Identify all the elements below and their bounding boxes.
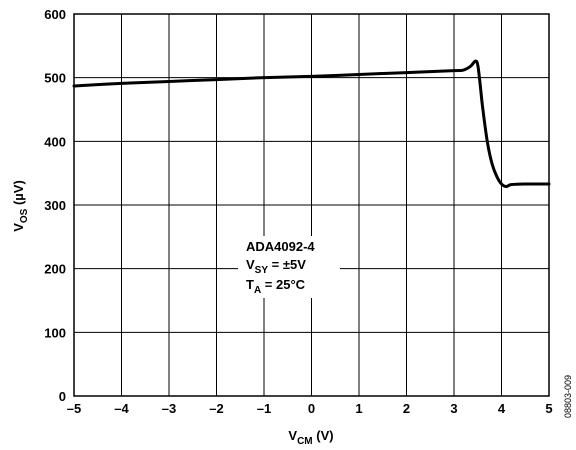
y-tick-label: 400 — [44, 134, 66, 149]
series-line — [72, 59, 551, 189]
y-tick-label: 0 — [59, 389, 66, 404]
plot-frame — [73, 13, 550, 397]
y-axis-label-sub: OS — [19, 208, 30, 223]
x-tick-label: 0 — [308, 401, 315, 416]
y-axis-label: VOS (µV) — [11, 180, 30, 232]
tick-labels: –5 –4 –3 –2 –1 0 1 2 3 4 5 0 100 200 300 400 500 600 — [44, 7, 552, 416]
x-tick-label: 3 — [450, 401, 457, 416]
x-tick-label: –5 — [67, 401, 81, 416]
x-tick-label: –3 — [162, 401, 176, 416]
x-tick-label: –1 — [257, 401, 271, 416]
x-tick-label: –4 — [114, 401, 129, 416]
x-tick-label: 1 — [355, 401, 362, 416]
x-tick-label: –2 — [209, 401, 223, 416]
figure-id: 08803-009 — [563, 375, 573, 418]
annotation-device: ADA4092-4 — [246, 239, 315, 254]
annotation-temperature-main: T — [246, 277, 254, 292]
annotation-temperature-sub: A — [254, 285, 261, 296]
annotation-supply-main: V — [246, 257, 255, 272]
annotation-supply-rest: = ±5V — [268, 257, 306, 272]
series-layer — [72, 59, 551, 189]
y-tick-label: 200 — [44, 262, 66, 277]
x-tick-label: 2 — [403, 401, 410, 416]
annotation-temperature: TA = 25°C — [246, 277, 306, 296]
x-axis-label-unit: (V) — [313, 428, 334, 443]
x-axis-label: VCM (V) — [288, 428, 333, 447]
y-tick-label: 100 — [44, 325, 66, 340]
annotation-supply: VSY = ±5V — [246, 257, 306, 276]
annotation-supply-sub: SY — [255, 265, 269, 276]
annotation-temperature-rest: = 25°C — [261, 277, 305, 292]
x-tick-label: 4 — [498, 401, 506, 416]
y-tick-label: 600 — [44, 7, 66, 22]
x-tick-label: 5 — [545, 401, 552, 416]
y-axis-label-unit: (µV) — [11, 180, 26, 208]
x-axis-label-sub: CM — [297, 436, 313, 447]
y-axis-label-main: V — [11, 223, 26, 232]
annotation-background — [238, 236, 340, 298]
x-axis-label-main: V — [288, 428, 297, 443]
y-tick-label: 300 — [44, 198, 66, 213]
y-tick-label: 500 — [44, 71, 66, 86]
